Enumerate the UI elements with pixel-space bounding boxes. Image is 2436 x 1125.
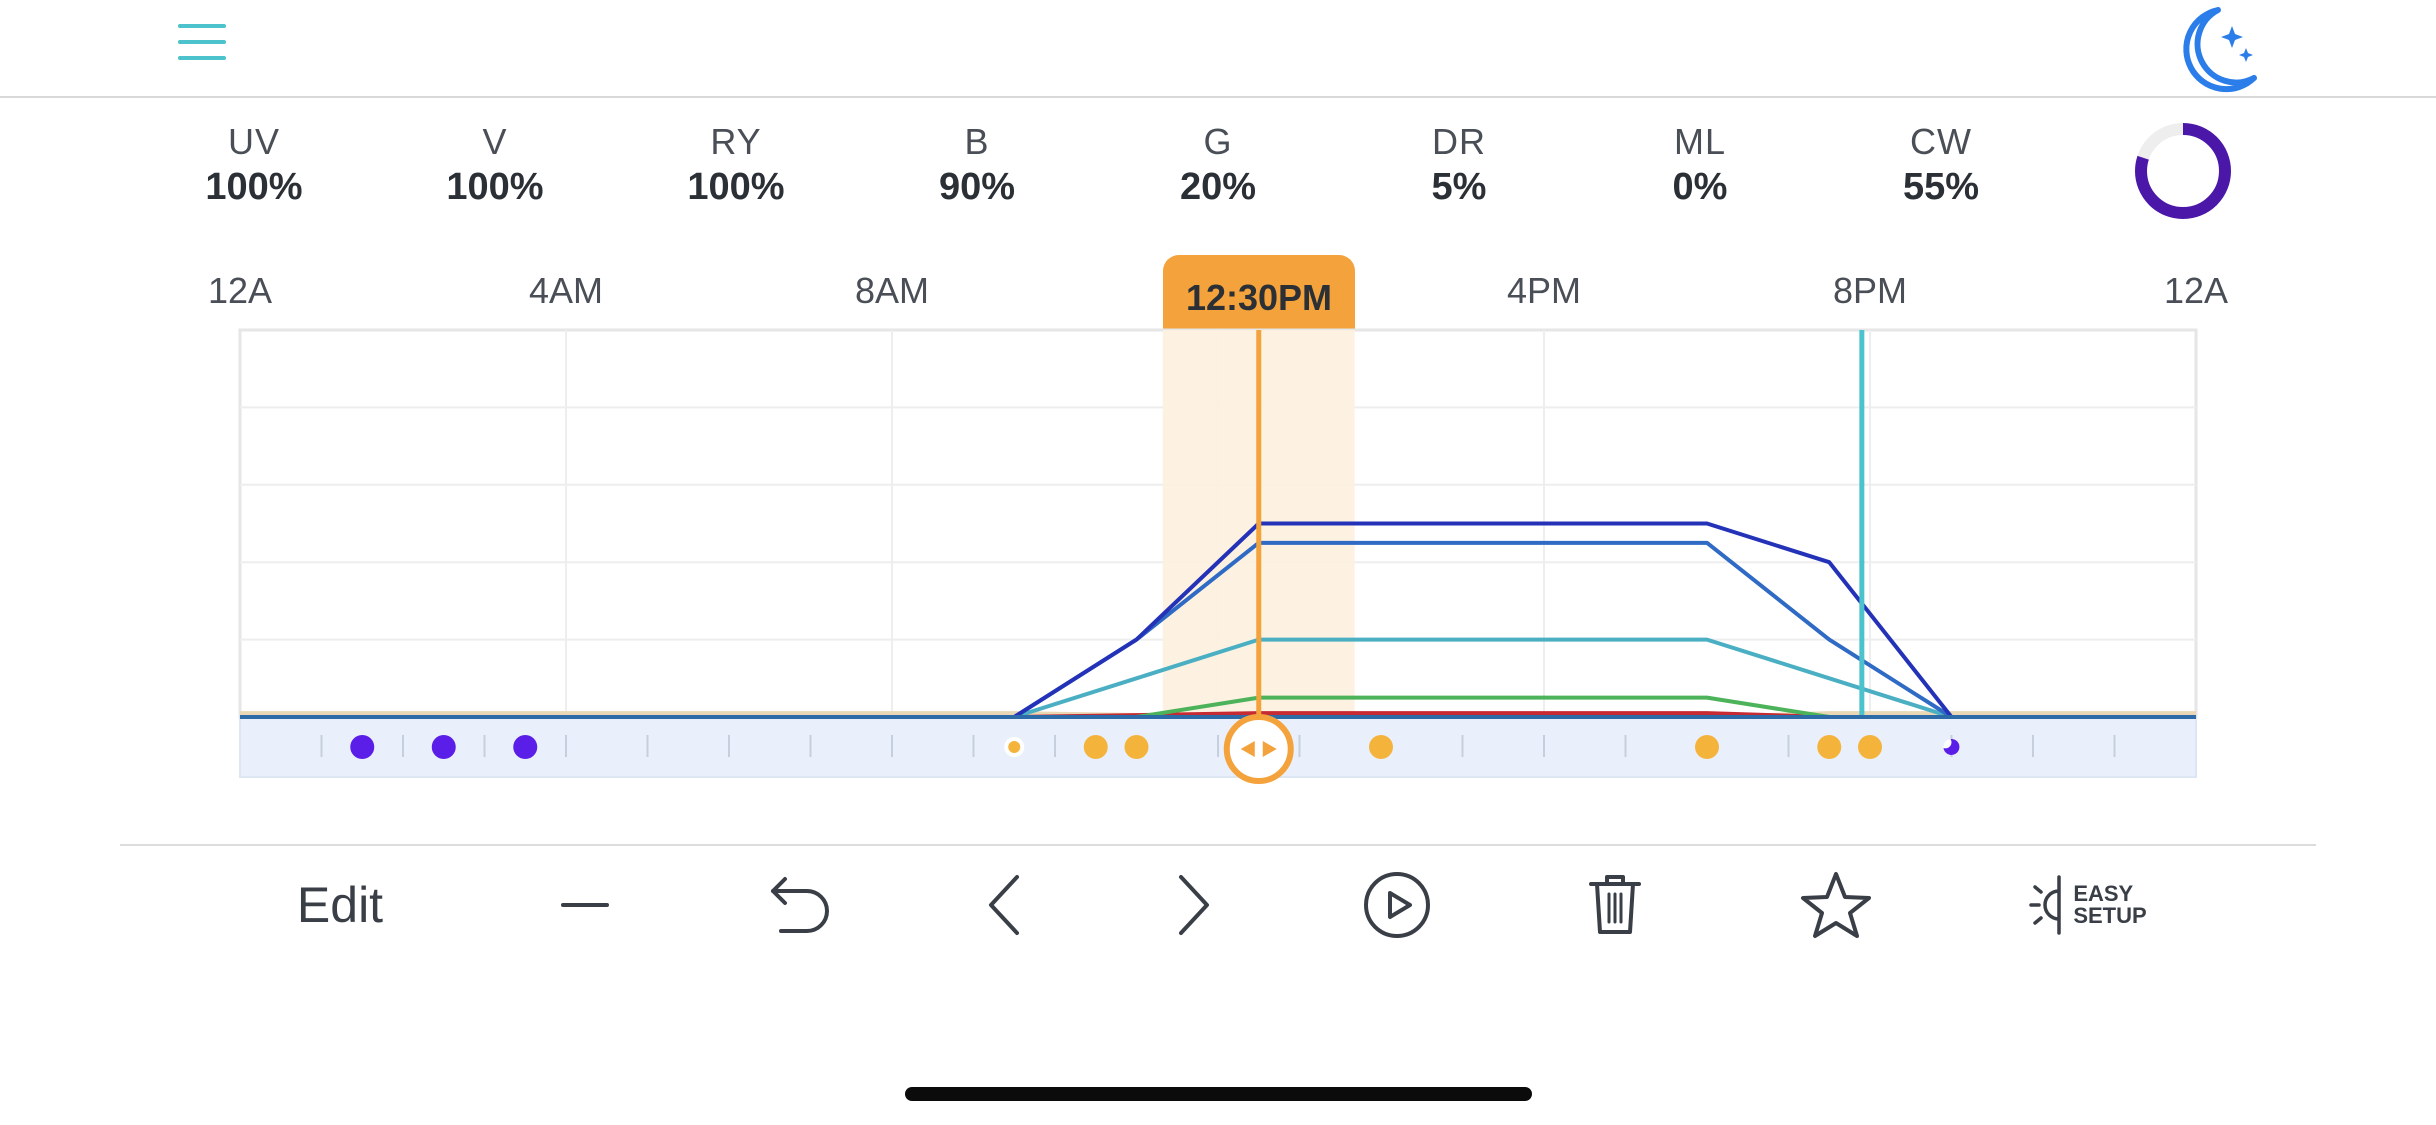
delete-button[interactable] — [1578, 850, 1652, 960]
time-tick-label: 12A — [2163, 270, 2229, 311]
keyframe-timeline — [239, 716, 2197, 778]
keyframe-dot[interactable] — [1695, 735, 1719, 759]
channel-value: 5% — [1431, 166, 1487, 208]
channel-value: 100% — [446, 166, 544, 208]
keyframe-dot-fill — [350, 735, 375, 759]
channel-v[interactable]: V 100% — [415, 120, 575, 210]
keyframe-dot[interactable] — [1004, 737, 1025, 757]
chevron-right-icon — [1179, 875, 1209, 935]
intensity-progress-ring[interactable] — [2128, 116, 2238, 226]
scrubber-right-arrow — [1262, 741, 1277, 757]
top-bar — [0, 0, 2436, 98]
chevron-left-icon — [989, 875, 1019, 935]
next-button[interactable] — [1158, 850, 1228, 960]
series-line-4 — [240, 540, 2196, 719]
channel-ry[interactable]: RY 100% — [656, 120, 816, 210]
keyframe-dot-ring — [1943, 739, 1960, 755]
time-axis: 12A 4AM 8AM 4PM 8PM 12A — [0, 270, 2436, 320]
channel-value: 20% — [1179, 166, 1257, 208]
easy-setup-button[interactable]: EASY SETUP — [2026, 850, 2150, 960]
channel-b[interactable]: B 90% — [897, 120, 1057, 210]
time-tick-label: 4AM — [528, 270, 604, 311]
favorite-button[interactable] — [1794, 850, 1878, 960]
scrubber-left-arrow — [1240, 741, 1255, 757]
minus-button[interactable] — [545, 850, 625, 960]
star-icon — [1801, 872, 1871, 938]
series-line-0 — [240, 711, 2196, 719]
time-tick-label: 8AM — [854, 270, 930, 311]
keyframe-dot[interactable] — [1369, 735, 1393, 759]
previous-button[interactable] — [970, 850, 1040, 960]
keyframe-dot-fill — [1858, 735, 1882, 759]
channel-name: G — [1203, 121, 1233, 162]
keyframe-dot-fill — [1124, 735, 1149, 759]
channel-name: B — [964, 121, 990, 162]
time-tick-label: 12A — [207, 270, 273, 311]
easy-setup-icon — [2029, 875, 2062, 935]
channel-name: CW — [1910, 121, 1972, 162]
undo-icon — [771, 877, 829, 933]
keyframe-dot-fill — [1369, 735, 1393, 759]
keyframe-dot-fill — [513, 735, 538, 759]
channel-value: 0% — [1672, 166, 1728, 208]
keyframe-dot[interactable] — [1817, 735, 1842, 759]
bottom-toolbar: Edit — [0, 850, 2436, 960]
channel-cw[interactable]: CW 55% — [1861, 120, 2021, 210]
play-icon — [1364, 872, 1430, 938]
channel-name: UV — [227, 121, 280, 162]
channel-value: 100% — [687, 166, 785, 208]
keyframe-dot-fill — [431, 735, 456, 759]
time-tick-label: 4PM — [1506, 270, 1582, 311]
toolbar-divider — [120, 844, 2316, 846]
keyframe-dot-core — [1008, 741, 1021, 753]
channel-name: ML — [1673, 121, 1726, 162]
keyframe-dot-ring — [1004, 737, 1025, 757]
channel-readouts: UV 100% V 100% RY 100% B 90% G 20% DR 5%… — [0, 120, 2436, 220]
keyframe-dot[interactable] — [513, 735, 538, 759]
scrubber-ring — [1223, 714, 1294, 784]
channel-value: 90% — [938, 166, 1016, 208]
keyframe-dot-fill — [1695, 735, 1719, 759]
keyframe-dot-fill — [1083, 735, 1108, 759]
plot-area — [238, 328, 2198, 719]
time-tick-label: 8PM — [1832, 270, 1908, 311]
hamburger-menu-icon[interactable] — [178, 24, 226, 64]
keyframe-dot[interactable] — [1083, 735, 1108, 759]
easy-setup-label: EASY SETUP — [2067, 883, 2146, 927]
series-line-2 — [240, 695, 2196, 719]
moon-stars-icon[interactable] — [2166, 4, 2262, 94]
keyframe-dot[interactable] — [350, 735, 375, 759]
keyframe-dot-fill — [1817, 735, 1842, 759]
edit-button[interactable]: Edit — [270, 850, 410, 960]
minus-icon — [561, 903, 609, 907]
series-line-3 — [240, 637, 2196, 719]
easy-setup-line2: SETUP — [2073, 903, 2147, 928]
keyframe-dot[interactable] — [1124, 735, 1149, 759]
channel-name: V — [482, 121, 508, 162]
channel-value: 55% — [1902, 166, 1980, 208]
trash-icon — [1589, 875, 1641, 934]
channel-g[interactable]: G 20% — [1138, 120, 1298, 210]
channel-dr[interactable]: DR 5% — [1379, 120, 1539, 210]
current-time-tag[interactable]: 12:30PM — [1163, 255, 1355, 331]
keyframe-dot-crescent — [1943, 738, 1960, 755]
channel-ml[interactable]: ML 0% — [1620, 120, 1780, 210]
keyframe-dot[interactable] — [1858, 735, 1882, 759]
time-scrubber-handle[interactable] — [1223, 714, 1294, 784]
current-time-highlight — [1162, 330, 1355, 717]
channel-name: DR — [1432, 121, 1486, 162]
channel-name: RY — [710, 121, 762, 162]
channel-value: 100% — [205, 166, 303, 208]
keyframe-dot[interactable] — [431, 735, 456, 759]
home-indicator — [905, 1087, 1532, 1101]
channel-uv[interactable]: UV 100% — [174, 120, 334, 210]
series-line-1 — [240, 711, 2196, 719]
series-line-5 — [240, 521, 2196, 719]
easy-setup-line1: EASY — [2073, 881, 2134, 906]
undo-button[interactable] — [758, 850, 842, 960]
play-button[interactable] — [1356, 850, 1438, 960]
edit-label: Edit — [296, 877, 384, 933]
keyframe-dot[interactable] — [1943, 738, 1960, 755]
